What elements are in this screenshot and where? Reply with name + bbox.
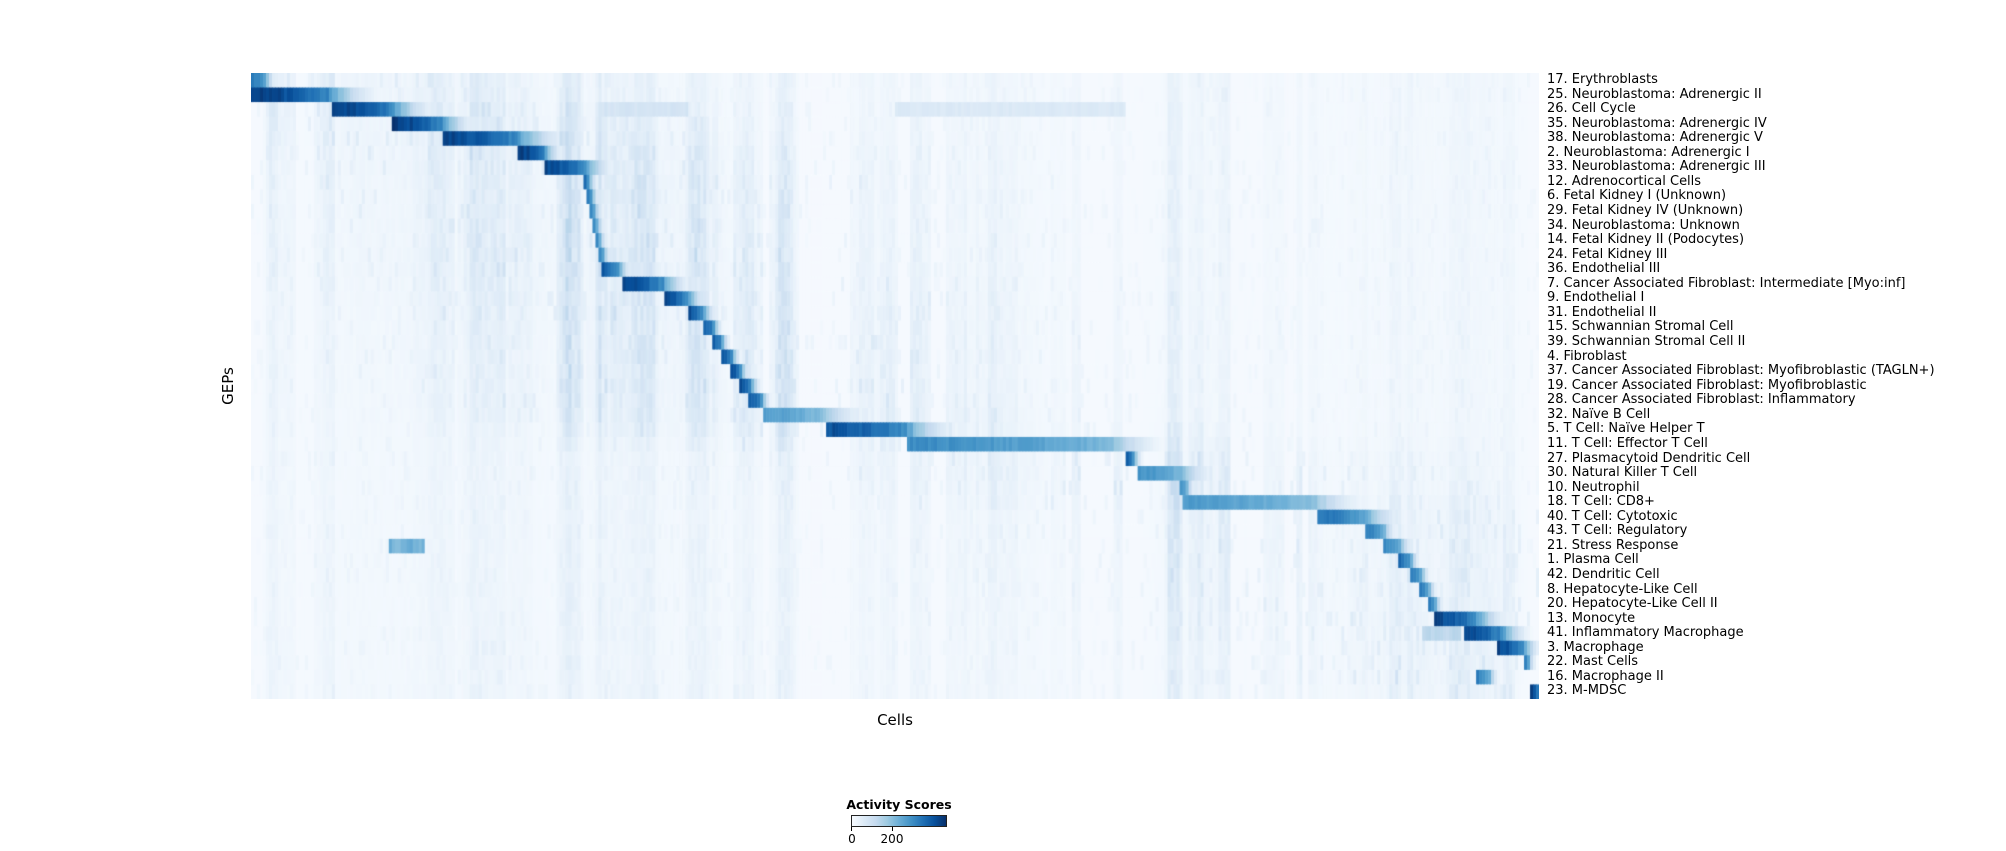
- colorbar-gradient: [851, 815, 947, 827]
- row-label: 13. Monocyte: [1547, 610, 1636, 626]
- row-label: 29. Fetal Kidney IV (Unknown): [1547, 203, 1744, 219]
- row-label: 33. Neuroblastoma: Adrenergic III: [1547, 159, 1766, 175]
- heatmap-canvas: [251, 73, 1539, 699]
- colorbar-legend: Activity Scores 0 200: [846, 797, 951, 849]
- row-label: 7. Cancer Associated Fibroblast: Interme…: [1547, 275, 1906, 291]
- row-label: 36. Endothelial III: [1547, 261, 1661, 277]
- row-label: 11. T Cell: Effector T Cell: [1547, 435, 1708, 451]
- colorbar-tick-min-label: 0: [848, 832, 856, 846]
- row-label: 26. Cell Cycle: [1547, 101, 1636, 117]
- row-label: 40. T Cell: Cytotoxic: [1547, 508, 1678, 524]
- row-labels: 17. Erythroblasts 25. Neuroblastoma: Adre…: [1547, 72, 2002, 699]
- row-label: 30. Natural Killer T Cell: [1547, 465, 1698, 481]
- row-label: 17. Erythroblasts: [1547, 72, 1658, 87]
- row-label: 3. Macrophage: [1547, 639, 1644, 655]
- legend-title: Activity Scores: [846, 797, 952, 812]
- row-label: 12. Adrenocortical Cells: [1547, 173, 1702, 189]
- row-label: 5. T Cell: Naïve Helper T: [1547, 421, 1705, 437]
- row-label: 16. Macrophage II: [1547, 668, 1664, 684]
- row-label: 24. Fetal Kidney III: [1547, 246, 1668, 262]
- row-label: 23. M-MDSC: [1547, 683, 1627, 699]
- row-label: 14. Fetal Kidney II (Podocytes): [1547, 232, 1745, 248]
- row-label: 1. Plasma Cell: [1547, 552, 1639, 568]
- row-label: 37. Cancer Associated Fibroblast: Myofib…: [1547, 363, 1935, 379]
- row-label: 8. Hepatocyte-Like Cell: [1547, 581, 1698, 597]
- row-label: 27. Plasmacytoid Dendritic Cell: [1547, 450, 1751, 466]
- row-label: 42. Dendritic Cell: [1547, 566, 1660, 582]
- row-label: 31. Endothelial II: [1547, 304, 1657, 320]
- row-label: 15. Schwannian Stromal Cell: [1547, 319, 1734, 335]
- row-label: 6. Fetal Kidney I (Unknown): [1547, 188, 1727, 204]
- row-label: 35. Neuroblastoma: Adrenergic IV: [1547, 115, 1767, 131]
- colorbar-tick-max-label: 200: [880, 832, 904, 846]
- row-label: 25. Neuroblastoma: Adrenergic II: [1547, 86, 1762, 102]
- row-label: 10. Neutrophil: [1547, 479, 1640, 495]
- row-label: 20. Hepatocyte-Like Cell II: [1547, 596, 1718, 612]
- row-label: 34. Neuroblastoma: Unknown: [1547, 217, 1740, 233]
- row-label: 39. Schwannian Stromal Cell II: [1547, 334, 1746, 350]
- colorbar-tick-min: [851, 827, 852, 831]
- row-label: 18. T Cell: CD8+: [1547, 494, 1655, 510]
- row-label: 9. Endothelial I: [1547, 290, 1645, 306]
- row-label: 43. T Cell: Regulatory: [1547, 523, 1688, 539]
- y-axis-label: GEPs: [219, 367, 237, 405]
- x-axis-label: Cells: [877, 711, 913, 729]
- row-label: 28. Cancer Associated Fibroblast: Inflam…: [1547, 392, 1856, 408]
- row-label: 32. Naïve B Cell: [1547, 406, 1651, 422]
- row-label: 38. Neuroblastoma: Adrenergic V: [1547, 130, 1763, 146]
- colorbar-tick-max: [892, 827, 893, 831]
- row-label: 41. Inflammatory Macrophage: [1547, 625, 1744, 641]
- row-label: 22. Mast Cells: [1547, 654, 1639, 670]
- row-label: 21. Stress Response: [1547, 537, 1679, 553]
- row-label: 2. Neuroblastoma: Adrenergic I: [1547, 144, 1750, 160]
- row-label: 4. Fibroblast: [1547, 348, 1627, 364]
- row-label: 19. Cancer Associated Fibroblast: Myofib…: [1547, 377, 1867, 393]
